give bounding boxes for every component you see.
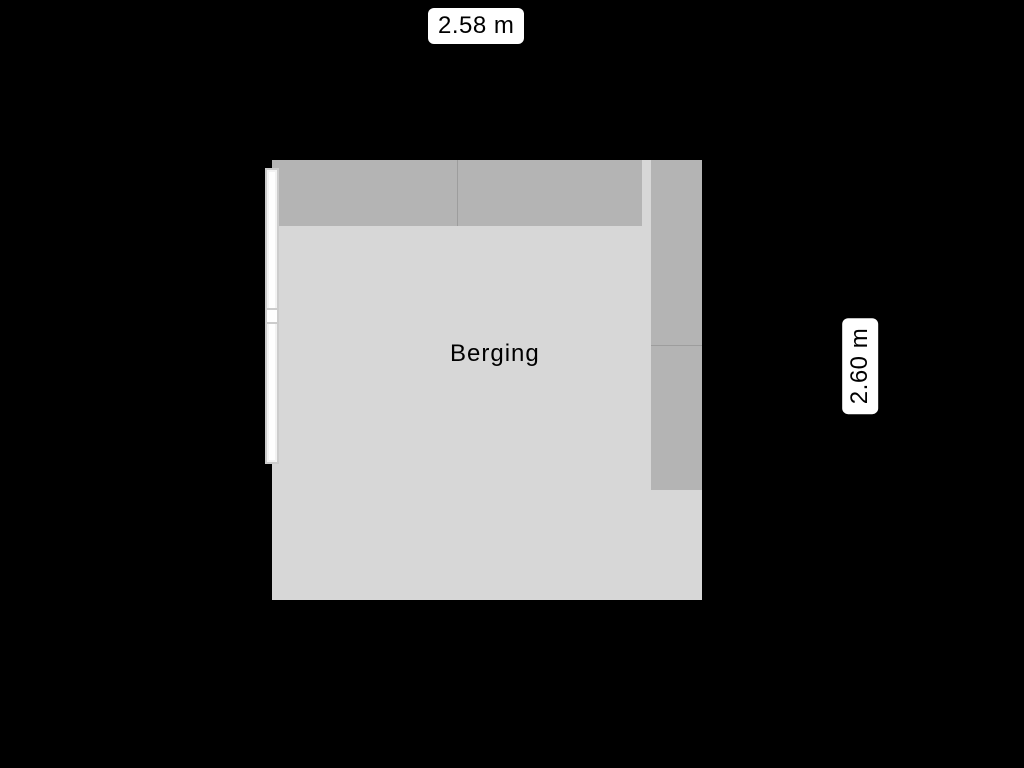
top-shelf-divider [457,160,458,226]
room-label: Berging [450,340,540,368]
room-floor [272,160,702,600]
right-shelf [651,160,702,490]
dimension-height-label: 2.60 m [842,318,878,414]
door-assembly [265,168,279,464]
door-hinge-gap [265,308,279,324]
right-shelf-divider [651,345,702,346]
top-shelf [272,160,642,226]
dimension-width-label: 2.58 m [428,8,524,44]
